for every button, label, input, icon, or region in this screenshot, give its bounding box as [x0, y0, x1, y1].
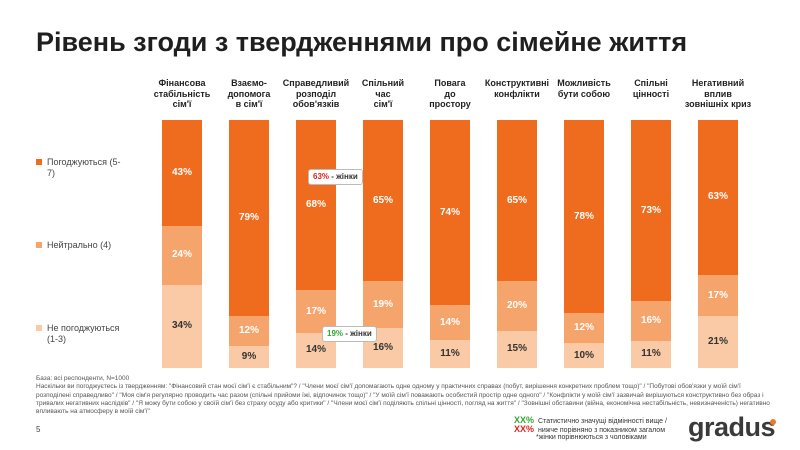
legend-swatch-neutral — [36, 242, 42, 248]
bar-stack: 78% 12% 10% — [564, 120, 604, 368]
bar-stack: 65% 20% 15% — [497, 120, 537, 368]
significance-mark-higher: ХХ% — [514, 415, 535, 425]
data-label-neutral: 16% — [640, 314, 661, 326]
data-label-disagree: 16% — [372, 342, 393, 354]
bar-segment-disagree — [162, 284, 202, 368]
bar-segment-disagree — [698, 316, 738, 368]
bar-segment-disagree — [564, 343, 604, 368]
data-label-neutral: 14% — [439, 316, 460, 328]
footnote-question: Наскільки ви погоджуєтесь із твердженням… — [36, 383, 770, 416]
bar-segment-agree — [631, 120, 671, 302]
data-label-agree: 43% — [171, 166, 192, 178]
data-label-neutral: 12% — [573, 322, 594, 334]
bar-segment-disagree — [497, 330, 537, 368]
bar-segment-agree — [229, 120, 269, 316]
significance-note: *жінки порівнюються з чоловіками — [536, 434, 647, 441]
annotation-callout-women-agree: 63% - жінки — [308, 169, 363, 185]
annotation-text: - жінки — [331, 172, 358, 181]
bar-segment-agree — [564, 120, 604, 314]
category-label: Повага до простору — [429, 78, 471, 109]
category-label: Справедливий розподіл обов'язків — [282, 78, 350, 109]
legend-item-agree: Погоджуються (5-7) — [36, 157, 127, 179]
category-label: Конструктивні конфлікти — [484, 78, 550, 99]
significance-text-lower: нижче порівняно з показником загалом — [538, 427, 665, 434]
data-label-neutral: 24% — [171, 249, 192, 261]
logo-dot-icon — [770, 419, 776, 425]
data-label-neutral: 20% — [506, 300, 527, 311]
data-label-agree: 63% — [707, 191, 728, 203]
data-label-disagree: 34% — [171, 320, 192, 332]
bar-segment-agree — [162, 120, 202, 226]
category-label: Спільний час сім'ї — [361, 78, 405, 109]
footnote-base: База: всі респонденти, N=1000 — [36, 375, 130, 382]
data-label-neutral: 17% — [707, 289, 728, 301]
category-label: Спільні цінності — [632, 78, 670, 99]
footnote: База: всі респонденти, N=1000 Наскільки … — [36, 375, 776, 416]
page-number: 5 — [36, 425, 41, 434]
legend-item-neutral: Нейтрально (4) — [36, 240, 127, 251]
annotation-value: 63% — [313, 172, 330, 181]
category-label: Взаємо-допомога в сім'ї — [227, 78, 271, 109]
data-label-disagree: 11% — [440, 348, 460, 360]
legend-label-neutral: Нейтрально (4) — [47, 240, 112, 250]
data-label-agree: 78% — [573, 210, 594, 222]
bar-segment-neutral — [564, 313, 604, 344]
data-label-neutral: 19% — [372, 298, 393, 310]
data-label-disagree: 21% — [707, 336, 728, 348]
bar-segment-neutral — [162, 225, 202, 285]
data-label-disagree: 15% — [506, 343, 527, 355]
legend-label-agree: Погоджуються (5-7) — [47, 157, 121, 178]
data-label-agree: 68% — [305, 199, 326, 211]
bar-stack: 73% 16% 11% — [631, 120, 671, 368]
significance-legend-higher: ХХ% Статистично значущі відмінності вище … — [514, 416, 667, 426]
category-label: Можливість бути собою — [557, 78, 611, 99]
bar-segment-disagree — [631, 340, 671, 368]
data-label-neutral: 17% — [305, 305, 326, 317]
bar-stack: 79% 12% 9% — [229, 120, 269, 368]
bar-stack: 43% 24% 34% — [162, 120, 202, 368]
bar-segment-disagree — [430, 340, 470, 368]
data-label-agree: 74% — [439, 206, 460, 218]
bar-segment-agree — [430, 120, 470, 306]
bar-segment-agree — [497, 120, 537, 282]
annotation-value: 19% — [327, 329, 344, 338]
data-label-agree: 65% — [372, 194, 393, 206]
category-label: Фінансова стабільність сім'ї — [153, 78, 211, 109]
legend-item-disagree: Не погоджуються (1-3) — [36, 323, 127, 345]
data-label-agree: 73% — [640, 204, 661, 216]
bar-segment-neutral — [363, 281, 403, 329]
significance-mark-lower: ХХ% — [514, 424, 535, 434]
bar-segment-agree — [296, 120, 336, 291]
legend-swatch-agree — [36, 159, 42, 165]
significance-text-higher: Статистично значущі відмінності вище / — [538, 418, 667, 425]
bar-segment-neutral — [430, 305, 470, 341]
bar-segment-neutral — [631, 301, 671, 341]
bar-stack: 65% 19% 16% — [363, 120, 403, 368]
significance-legend-lower: ХХ% нижче порівняно з показником загалом — [514, 425, 665, 435]
data-label-disagree: 11% — [641, 348, 661, 360]
bar-segment-neutral — [497, 281, 537, 331]
data-label-disagree: 14% — [305, 344, 326, 356]
data-label-agree: 79% — [238, 211, 259, 223]
bar-segment-neutral — [698, 274, 738, 317]
data-label-neutral: 12% — [238, 324, 259, 336]
data-label-disagree: 9% — [241, 350, 257, 362]
bar-stack: 74% 14% 11% — [430, 120, 470, 368]
bar-stack: 63% 17% 21% — [698, 120, 738, 368]
annotation-text: - жінки — [345, 329, 372, 338]
annotation-callout-women-disagree: 19% - жінки — [322, 326, 377, 342]
bar-segment-agree — [698, 120, 738, 275]
bar-segment-disagree — [229, 345, 269, 368]
category-label: Негативний вплив зовнішніх криз — [684, 78, 752, 109]
gradus-logo: gradus — [688, 412, 776, 442]
legend-label-disagree: Не погоджуються (1-3) — [47, 323, 120, 344]
data-label-disagree: 10% — [573, 349, 594, 361]
data-label-agree: 65% — [506, 194, 527, 206]
legend-swatch-disagree — [36, 325, 42, 331]
bar-segment-neutral — [229, 315, 269, 346]
bar-segment-agree — [363, 120, 403, 282]
bar-segment-neutral — [296, 290, 336, 333]
page-title: Рівень згоди з твердженнями про сімейне … — [36, 27, 688, 57]
